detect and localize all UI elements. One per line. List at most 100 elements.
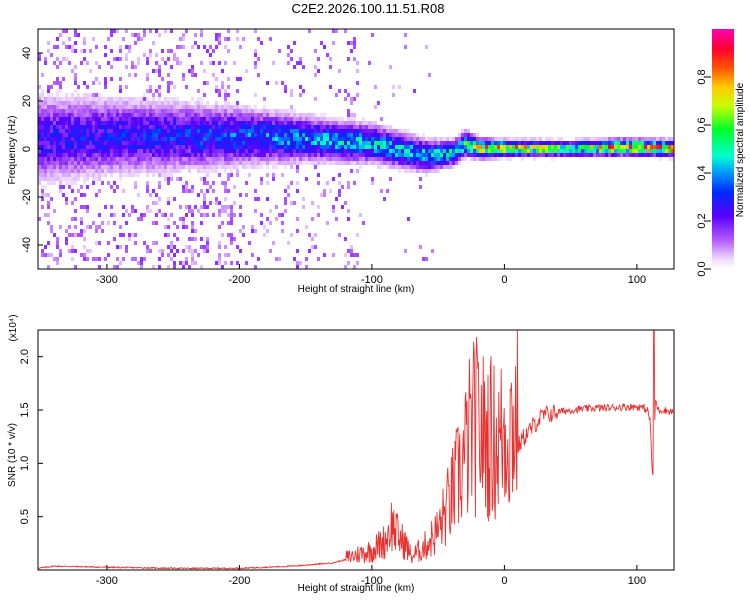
heatmap-cell (284, 117, 287, 121)
heatmap-cell (500, 153, 503, 157)
heatmap-cell (548, 149, 551, 153)
heatmap-cell (212, 129, 215, 133)
heatmap-cell (71, 117, 74, 121)
heatmap-cell (185, 133, 188, 137)
heatmap-cell (200, 109, 203, 113)
heatmap-cell (203, 117, 206, 121)
heatmap-cell (359, 165, 362, 169)
heatmap-cell (179, 149, 182, 153)
heatmap-cell (47, 101, 50, 105)
heatmap-cell (161, 249, 164, 253)
heatmap-cell (302, 157, 305, 161)
heatmap-cell (455, 153, 458, 157)
heatmap-cell (146, 129, 149, 133)
heatmap-cell (347, 217, 350, 221)
heatmap-cell (59, 121, 62, 125)
heatmap-cell (221, 149, 224, 153)
heatmap-cell (125, 29, 128, 33)
heatmap-cell (158, 125, 161, 129)
heatmap-cell (350, 145, 353, 149)
heatmap-cell (263, 161, 266, 165)
heatmap-cell (131, 149, 134, 153)
heatmap-cell (449, 145, 452, 149)
heatmap-cell (491, 157, 494, 161)
heatmap-cell (242, 117, 245, 121)
heatmap-cell (368, 145, 371, 149)
heatmap-cell (65, 97, 68, 101)
heatmap-cell (464, 145, 467, 149)
heatmap-cell (368, 149, 371, 153)
heatmap-cell (113, 133, 116, 137)
heatmap-cell (248, 141, 251, 145)
heatmap-cell (47, 49, 50, 53)
heatmap-cell (191, 73, 194, 77)
heatmap-cell (230, 109, 233, 113)
heatmap-cell (605, 137, 608, 141)
heatmap-cell (269, 157, 272, 161)
heatmap-cell (491, 137, 494, 141)
heatmap-cell (395, 149, 398, 153)
heatmap-cell (104, 117, 107, 121)
heatmap-cell (647, 145, 650, 149)
heatmap-cell (191, 165, 194, 169)
heatmap-cell (362, 157, 365, 161)
heatmap-cell (356, 129, 359, 133)
heatmap-cell (389, 149, 392, 153)
heatmap-cell (404, 165, 407, 169)
heatmap-cell (329, 137, 332, 141)
heatmap-cell (77, 129, 80, 133)
heatmap-cell (293, 157, 296, 161)
heatmap-cell (302, 205, 305, 209)
heatmap-cell (80, 205, 83, 209)
heatmap-cell (80, 153, 83, 157)
heatmap-cell (53, 157, 56, 161)
heatmap-cell (386, 129, 389, 133)
heatmap-cell (509, 149, 512, 153)
heatmap-cell (194, 113, 197, 117)
heatmap-cell (161, 57, 164, 61)
heatmap-cell (50, 225, 53, 229)
heatmap-cell (56, 45, 59, 49)
heatmap-cell (239, 133, 242, 137)
heatmap-cell (212, 169, 215, 173)
heatmap-cell (185, 113, 188, 117)
heatmap-cell (206, 141, 209, 145)
heatmap-cell (287, 141, 290, 145)
heatmap-cell (437, 137, 440, 141)
heatmap-cell (188, 169, 191, 173)
heatmap-cell (290, 157, 293, 161)
heatmap-cell (158, 65, 161, 69)
heatmap-cell (89, 49, 92, 53)
heatmap-cell (140, 97, 143, 101)
heatmap-cell (65, 237, 68, 241)
heatmap-cell (152, 101, 155, 105)
heatmap-cell (92, 145, 95, 149)
heatmap-cell (269, 109, 272, 113)
heatmap-cell (230, 205, 233, 209)
heatmap-cell (566, 141, 569, 145)
heatmap-cell (179, 129, 182, 133)
heatmap-cell (518, 153, 521, 157)
heatmap-cell (200, 189, 203, 193)
heatmap-cell (281, 149, 284, 153)
heatmap-cell (68, 105, 71, 109)
heatmap-cell (182, 101, 185, 105)
heatmap-cell (395, 165, 398, 169)
heatmap-cell (491, 141, 494, 145)
heatmap-cell (224, 89, 227, 93)
heatmap-cell (197, 153, 200, 157)
heatmap-cell (314, 145, 317, 149)
heatmap-cell (116, 185, 119, 189)
heatmap-cell (443, 157, 446, 161)
heatmap-cell (296, 141, 299, 145)
heatmap-cell (323, 121, 326, 125)
heatmap-cell (230, 217, 233, 221)
heatmap-cell (356, 141, 359, 145)
heatmap-cell (356, 133, 359, 137)
heatmap-cell (188, 137, 191, 141)
heatmap-cell (269, 161, 272, 165)
heatmap-cell (500, 137, 503, 141)
heatmap-cell (614, 141, 617, 145)
heatmap-cell (275, 117, 278, 121)
heatmap-cell (128, 145, 131, 149)
